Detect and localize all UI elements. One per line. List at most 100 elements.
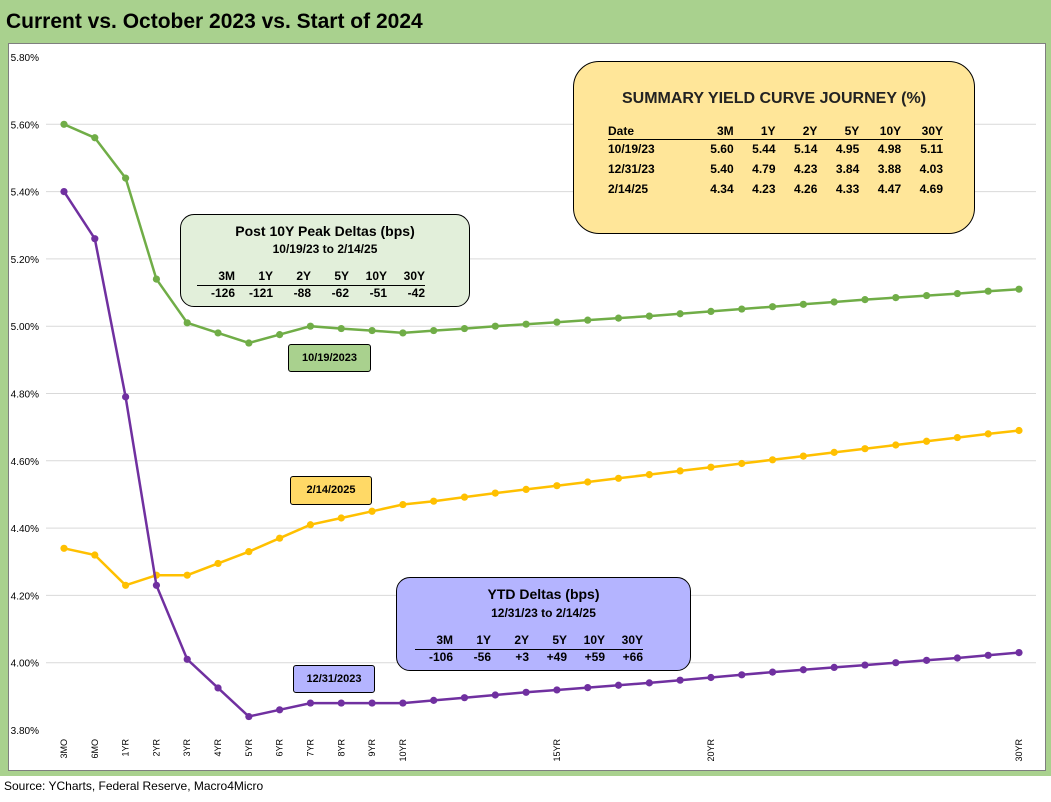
peak-deltas-title: Post 10Y Peak Deltas (bps) xyxy=(235,223,415,239)
data-point xyxy=(122,174,130,182)
summary-table: Date 3M 1Y 2Y 5Y 10Y 30Y 10/19/23 5.60 5… xyxy=(608,124,943,202)
data-point xyxy=(922,656,931,664)
data-point xyxy=(922,437,931,445)
data-point xyxy=(645,312,653,320)
peak-header: 10Y xyxy=(365,269,387,283)
summary-cell: 4.79 xyxy=(752,162,776,176)
summary-cell: 5.11 xyxy=(920,142,943,156)
y-tick-label: 5.80% xyxy=(11,53,39,64)
data-point xyxy=(368,699,376,707)
data-point xyxy=(522,485,530,494)
y-tick-label: 4.40% xyxy=(11,524,39,535)
data-point xyxy=(892,441,900,449)
summary-cell: 4.23 xyxy=(752,182,776,196)
summary-yield-curve-box: SUMMARY YIELD CURVE JOURNEY (%) Date 3M … xyxy=(573,61,975,234)
x-tick-label: 15YR xyxy=(552,739,562,762)
data-point xyxy=(460,694,469,702)
peak-deltas-value-row: -126 -121 -88 -62 -51 -42 xyxy=(197,286,425,303)
data-point xyxy=(768,303,777,311)
data-point xyxy=(368,326,376,335)
data-point xyxy=(183,571,191,579)
peak-deltas-box: Post 10Y Peak Deltas (bps) 10/19/23 to 2… xyxy=(180,214,470,307)
data-point xyxy=(91,551,99,559)
data-point xyxy=(892,293,900,302)
summary-cell: 4.26 xyxy=(794,182,818,196)
data-point xyxy=(60,120,68,128)
data-point xyxy=(245,548,253,556)
axes: 3.80% 4.00% 4.20% 4.40% 4.60% 4.80% 5.00% 5.20%… xyxy=(11,53,1024,762)
data-point xyxy=(368,507,376,515)
summary-cell: 10/19/23 xyxy=(608,142,655,156)
line-chart: 3.80% 4.00% 4.20% 4.40% 4.60% 4.80% 5.00% 5.20%… xyxy=(11,53,1036,762)
x-tick-label: 20YR xyxy=(706,739,716,762)
data-point xyxy=(553,686,561,694)
summary-cell: 3.84 xyxy=(835,162,860,176)
ytd-deltas-subtitle: 12/31/23 to 2/14/25 xyxy=(491,606,596,620)
data-point xyxy=(614,314,623,322)
data-point xyxy=(214,684,222,692)
summary-row: 2/14/25 4.34 4.23 4.26 4.33 4.47 4.69 xyxy=(608,182,943,202)
x-tick-label: 9YR xyxy=(367,739,377,757)
series-line-dec-2023 xyxy=(62,190,1020,718)
ytd-header: 1Y xyxy=(476,633,491,647)
data-point xyxy=(861,445,869,453)
summary-header-5y: 5Y xyxy=(844,124,860,138)
data-point xyxy=(799,666,807,674)
ytd-value: +49 xyxy=(546,650,567,664)
data-point xyxy=(152,275,161,283)
summary-header-date: Date xyxy=(608,124,635,138)
series-lines xyxy=(60,120,1023,721)
summary-cell: 5.60 xyxy=(710,142,734,156)
summary-cell: 2/14/25 xyxy=(608,182,649,196)
peak-deltas-header-row: 3M 1Y 2Y 5Y 10Y 30Y xyxy=(197,269,425,286)
x-tick-label: 6MO xyxy=(90,739,100,759)
data-point xyxy=(430,326,438,335)
data-point xyxy=(491,691,499,699)
x-tick-label: 8YR xyxy=(336,739,346,757)
data-point xyxy=(584,478,592,486)
x-tick-label: 10YR xyxy=(398,739,408,762)
ytd-value: +3 xyxy=(515,650,529,664)
data-point xyxy=(491,489,499,497)
summary-header-3m: 3M xyxy=(716,124,734,138)
data-point xyxy=(738,671,746,679)
data-point xyxy=(337,514,345,522)
data-point xyxy=(984,287,992,295)
y-tick-label: 3.80% xyxy=(11,726,39,737)
summary-header-1y: 1Y xyxy=(760,124,776,138)
summary-title: SUMMARY YIELD CURVE JOURNEY (%) xyxy=(621,90,927,107)
data-point xyxy=(460,493,469,501)
data-point xyxy=(430,497,438,505)
data-point xyxy=(707,307,715,315)
ytd-value: -106 xyxy=(428,650,453,664)
x-tick-label: 30YR xyxy=(1014,739,1024,762)
data-point xyxy=(276,331,284,339)
data-point xyxy=(91,235,99,243)
summary-cell: 4.95 xyxy=(835,142,860,156)
summary-header-30y: 30Y xyxy=(921,124,943,138)
chart-title: Current vs. October 2023 vs. Start of 20… xyxy=(6,10,423,33)
summary-cell: 5.14 xyxy=(794,142,818,156)
data-point xyxy=(522,688,530,696)
peak-value: -51 xyxy=(369,286,387,300)
series-line-oct-2023 xyxy=(63,123,1020,345)
data-point xyxy=(768,456,777,464)
data-point xyxy=(892,659,900,667)
summary-header-row: Date 3M 1Y 2Y 5Y 10Y 30Y xyxy=(608,124,943,140)
x-tick-label: 3MO xyxy=(59,739,69,759)
peak-deltas-subtitle: 10/19/23 to 2/14/25 xyxy=(272,242,378,256)
source-note: Source: YCharts, Federal Reserve, Macro4… xyxy=(4,779,264,793)
peak-value: -88 xyxy=(293,286,311,300)
peak-header: 1Y xyxy=(258,269,273,283)
data-point xyxy=(922,291,931,300)
y-tick-label: 5.00% xyxy=(11,322,39,333)
data-point xyxy=(60,188,68,196)
data-point xyxy=(276,534,284,542)
data-point xyxy=(830,298,838,306)
data-point xyxy=(214,329,222,337)
data-point xyxy=(122,581,130,589)
data-point xyxy=(522,320,530,328)
summary-cell: 5.44 xyxy=(752,142,776,156)
data-point xyxy=(830,663,838,672)
data-point xyxy=(768,668,777,676)
